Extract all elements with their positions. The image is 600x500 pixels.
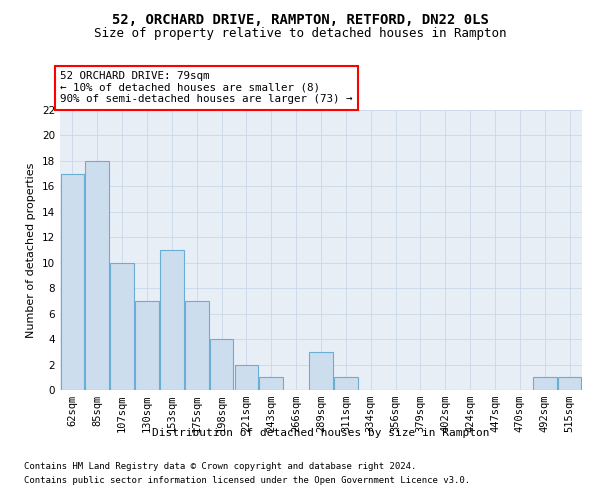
Text: Contains public sector information licensed under the Open Government Licence v3: Contains public sector information licen… [24, 476, 470, 485]
Text: Distribution of detached houses by size in Rampton: Distribution of detached houses by size … [152, 428, 490, 438]
Bar [533, 378, 557, 390]
Text: Contains HM Land Registry data © Crown copyright and database right 2024.: Contains HM Land Registry data © Crown c… [24, 462, 416, 471]
Text: 52, ORCHARD DRIVE, RAMPTON, RETFORD, DN22 0LS: 52, ORCHARD DRIVE, RAMPTON, RETFORD, DN2… [112, 12, 488, 26]
Bar [210, 339, 233, 390]
Text: Size of property relative to detached houses in Rampton: Size of property relative to detached ho… [94, 28, 506, 40]
Bar [185, 301, 209, 390]
Bar [135, 301, 159, 390]
Bar [235, 364, 258, 390]
Bar [334, 378, 358, 390]
Y-axis label: Number of detached properties: Number of detached properties [26, 162, 37, 338]
Bar [259, 378, 283, 390]
Bar [160, 250, 184, 390]
Bar [558, 378, 581, 390]
Text: 52 ORCHARD DRIVE: 79sqm
← 10% of detached houses are smaller (8)
90% of semi-det: 52 ORCHARD DRIVE: 79sqm ← 10% of detache… [60, 71, 353, 104]
Bar [309, 352, 333, 390]
Bar [110, 262, 134, 390]
Bar [85, 161, 109, 390]
Bar [61, 174, 84, 390]
